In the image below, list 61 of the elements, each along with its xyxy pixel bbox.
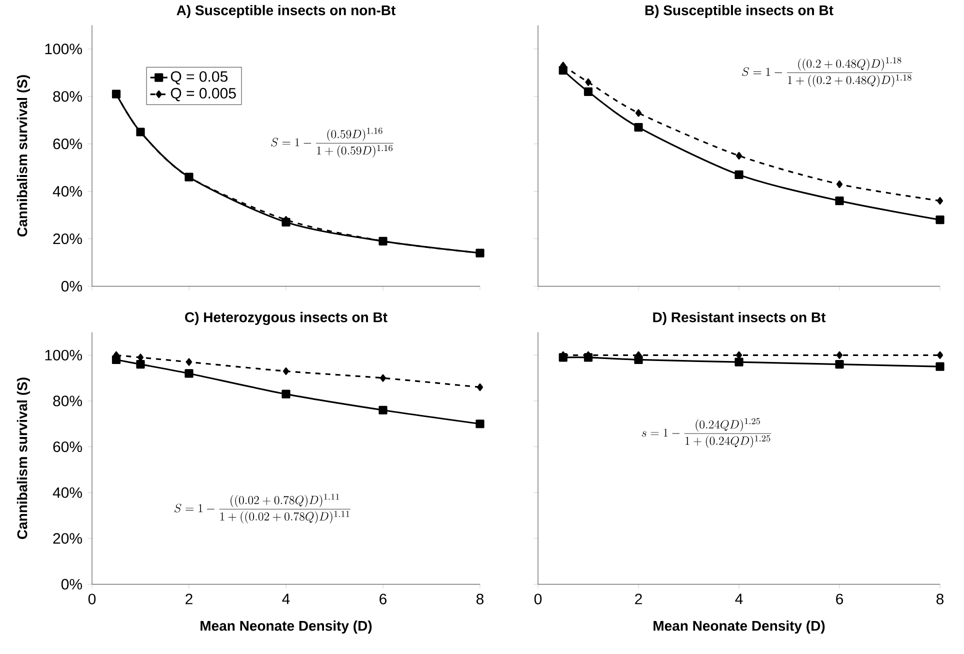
point bbox=[634, 122, 643, 132]
chart-title: C) Heterozygous insects on Bt bbox=[185, 312, 388, 325]
point bbox=[836, 351, 843, 359]
point bbox=[136, 360, 145, 368]
annotation: $S = 1 - \frac{((0.2 + 0.48Q)D)^{1.18}}{1 + ((0.2 + 0.48Q)D)^{1.18}}$ bbox=[742, 57, 912, 87]
point bbox=[184, 369, 194, 378]
point bbox=[186, 358, 192, 366]
y-tick-label: 100% bbox=[45, 44, 82, 54]
point bbox=[734, 170, 744, 179]
point bbox=[736, 351, 742, 359]
point bbox=[936, 362, 944, 371]
point bbox=[282, 367, 290, 375]
annotation: $S = 1 - \frac{(0.59D)^{1.16}}{1 + (0.59D)^{1.16}}$ bbox=[271, 128, 394, 158]
point bbox=[282, 390, 290, 398]
y-tick-label: 80% bbox=[53, 396, 82, 406]
x-tick-label: 8 bbox=[476, 594, 484, 604]
x-tick-label: 6 bbox=[836, 594, 844, 604]
x-tick-label: 8 bbox=[936, 594, 944, 604]
y-tick-label: 100% bbox=[45, 350, 82, 360]
point bbox=[836, 180, 843, 188]
x-tick-label: 0 bbox=[534, 594, 542, 604]
point bbox=[585, 78, 592, 86]
y-axis-title: Cannibalism survival (S) bbox=[16, 75, 30, 236]
point bbox=[476, 383, 484, 391]
x-axis-title: Mean Neonate Density (D) bbox=[654, 620, 825, 634]
x-tick-label: 4 bbox=[282, 594, 290, 604]
point bbox=[476, 419, 484, 428]
x-axis-title: Mean Neonate Density (D) bbox=[200, 620, 372, 634]
point bbox=[936, 351, 944, 359]
point bbox=[936, 196, 944, 205]
y-tick-label: 80% bbox=[53, 90, 82, 102]
point bbox=[734, 358, 744, 366]
chart-title: B) Susceptible insects on Bt bbox=[645, 4, 834, 18]
point bbox=[380, 374, 386, 382]
x-tick-label: 0 bbox=[88, 594, 96, 604]
y-tick-label: 60% bbox=[53, 441, 82, 452]
y-tick-label: 60% bbox=[53, 138, 82, 150]
y-tick-label: 20% bbox=[53, 532, 82, 544]
y-tick-label: 20% bbox=[53, 233, 82, 244]
y-tick-label: 0% bbox=[61, 280, 82, 292]
y-tick-label: 0% bbox=[61, 578, 82, 590]
chart-title: D) Resistant insects on Bt bbox=[653, 312, 826, 325]
legend-label: Q = 0.005 bbox=[170, 88, 236, 102]
point bbox=[736, 152, 742, 160]
chart-title: A) Susceptible insects on non-Bt bbox=[176, 4, 396, 18]
point bbox=[584, 87, 593, 96]
point bbox=[378, 406, 388, 414]
point bbox=[635, 109, 642, 117]
x-tick-label: 2 bbox=[635, 594, 642, 604]
x-tick-label: 2 bbox=[186, 594, 192, 604]
y-tick-label: 40% bbox=[52, 487, 82, 498]
point bbox=[835, 360, 844, 368]
point bbox=[835, 196, 844, 206]
annotation: $s = 1 - \frac{(0.24QD)^{1.25}}{1 + (0.24QD)^{1.25}}$ bbox=[642, 418, 772, 448]
legend-label: Q = 0.05 bbox=[170, 71, 228, 84]
x-tick-label: 6 bbox=[380, 594, 387, 604]
x-tick-label: 4 bbox=[735, 594, 743, 604]
y-tick-label: 40% bbox=[52, 186, 82, 197]
annotation: $S = 1 - \frac{((0.02 + 0.78Q)D)^{1.11}}{1 + ((0.02 + 0.78Q)D)^{1.11}}$ bbox=[174, 494, 350, 524]
y-axis-title: Cannibalism survival (S) bbox=[16, 378, 30, 539]
point bbox=[936, 215, 944, 224]
